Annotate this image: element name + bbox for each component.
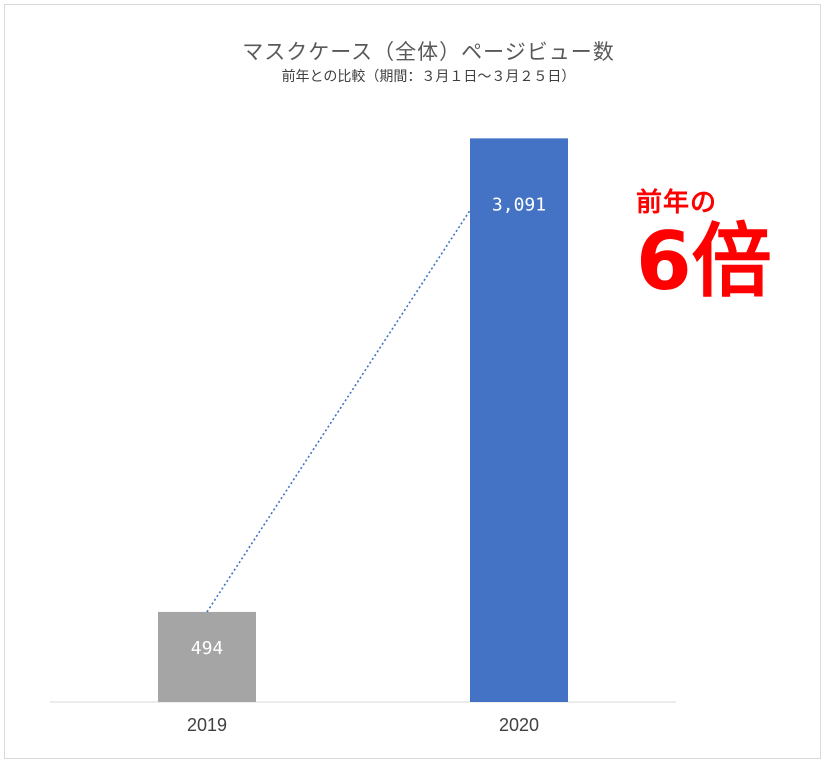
x-tick-label-2020: 2020: [499, 715, 539, 735]
bar-value-label-2019: 494: [191, 638, 224, 659]
bar-2019: [158, 611, 256, 702]
chart-subtitle: 前年との比較（期間：３月１日～３月２５日）: [281, 69, 576, 85]
annotation-prefix: 前年の: [636, 188, 718, 218]
x-tick-label-2019: 2019: [187, 715, 227, 735]
bar-value-label-2020: 3,091: [492, 194, 546, 215]
annotation-multiplier: 6倍: [636, 215, 772, 308]
bar-2020: [470, 138, 568, 703]
trend-line: [206, 209, 471, 613]
chart-frame: [4, 4, 821, 759]
chart-title: マスクケース（全体）ページビュー数: [242, 40, 615, 64]
